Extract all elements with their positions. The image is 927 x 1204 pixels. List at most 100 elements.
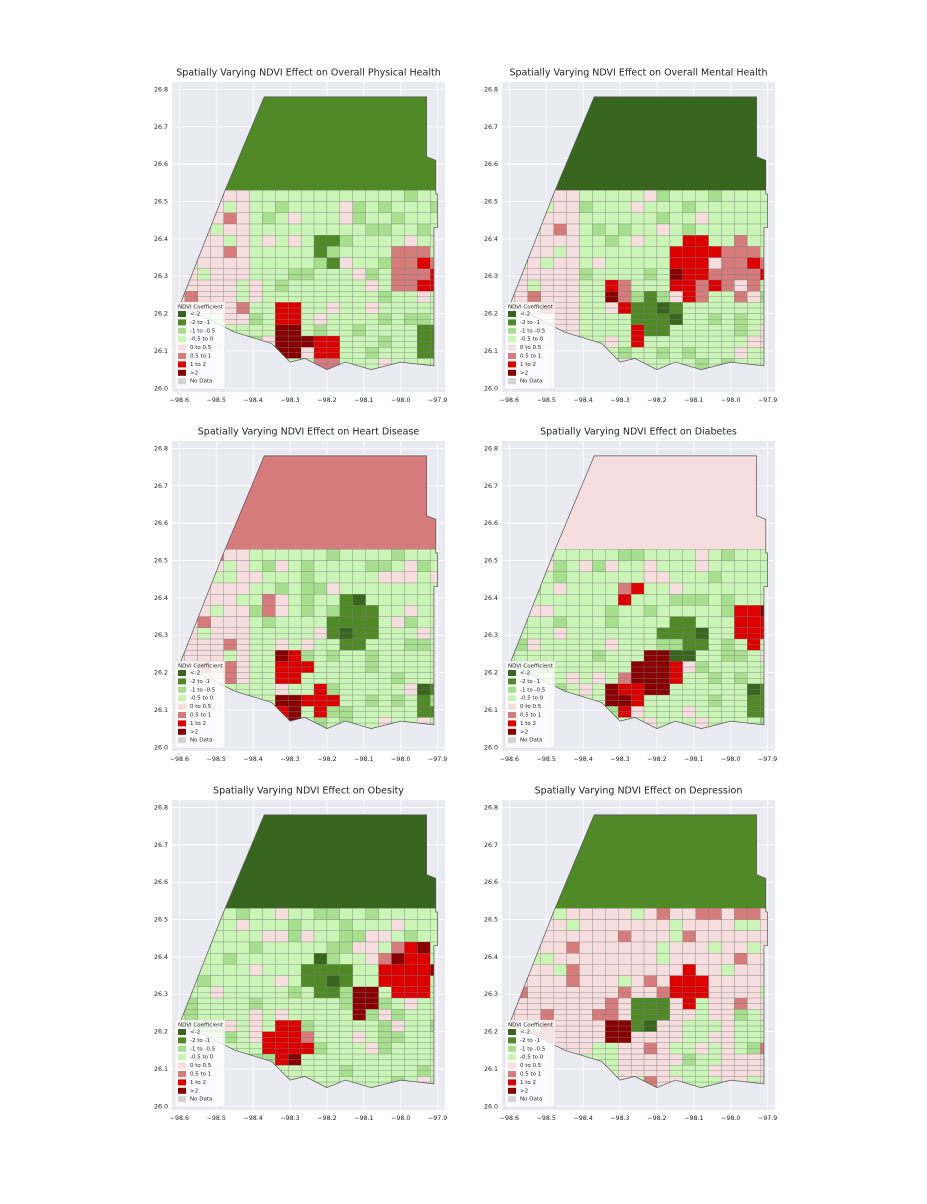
tract xyxy=(262,655,276,662)
y-tick-label: 26.6 xyxy=(154,879,168,886)
tract xyxy=(249,1020,263,1027)
tract xyxy=(553,1014,567,1021)
tract xyxy=(682,347,696,353)
tract xyxy=(747,952,761,965)
tract xyxy=(630,964,645,976)
tract xyxy=(695,986,709,993)
tract xyxy=(313,341,328,348)
tract xyxy=(708,1020,722,1027)
tract xyxy=(579,1042,593,1049)
tract xyxy=(365,627,379,634)
tract xyxy=(773,370,786,376)
tract xyxy=(223,666,237,673)
tract xyxy=(708,700,722,707)
tract xyxy=(656,717,671,724)
x-tick-label: −98.1 xyxy=(684,756,703,763)
tract xyxy=(656,672,671,679)
tract xyxy=(236,279,250,286)
tract xyxy=(708,1048,722,1055)
tract xyxy=(708,302,722,309)
tract xyxy=(747,319,761,325)
y-tick-label: 26.5 xyxy=(154,917,168,924)
tract xyxy=(747,593,761,606)
tract xyxy=(566,1020,580,1027)
tract xyxy=(365,706,379,712)
tract xyxy=(443,572,456,583)
tract xyxy=(695,650,709,656)
tract xyxy=(391,291,405,297)
tract xyxy=(682,919,696,931)
tract xyxy=(773,561,786,572)
legend-label: 1 to 2 xyxy=(520,1080,536,1086)
tract xyxy=(682,666,696,673)
tract xyxy=(630,997,645,1004)
tract xyxy=(579,201,593,213)
tract xyxy=(566,919,580,931)
tract xyxy=(300,571,315,584)
tract xyxy=(695,296,709,303)
tract xyxy=(618,212,632,225)
tract xyxy=(579,644,593,651)
tract xyxy=(326,975,341,987)
tract xyxy=(326,307,341,314)
tract xyxy=(566,997,580,1004)
tract xyxy=(579,908,593,920)
tract xyxy=(236,234,250,247)
tract xyxy=(365,661,379,668)
tract xyxy=(630,952,645,965)
tract xyxy=(313,1009,328,1015)
tract xyxy=(404,234,418,247)
tract xyxy=(747,616,761,628)
y-tick-label: 26.7 xyxy=(154,483,168,490)
legend-label: 0.5 to 1 xyxy=(520,713,541,719)
tract xyxy=(300,706,315,712)
tract xyxy=(404,212,418,225)
tract xyxy=(326,650,341,656)
tract xyxy=(643,549,658,561)
tract xyxy=(300,655,315,662)
tract xyxy=(288,257,302,269)
tract xyxy=(223,633,237,640)
tract xyxy=(605,335,619,342)
tract xyxy=(747,560,761,572)
tract xyxy=(313,655,328,662)
tract xyxy=(275,279,289,286)
tract xyxy=(708,352,722,359)
tract xyxy=(540,627,554,634)
tract xyxy=(540,296,554,303)
tract xyxy=(352,997,366,1004)
tract xyxy=(197,627,211,634)
tract xyxy=(326,302,341,309)
tract xyxy=(236,1003,250,1010)
tract xyxy=(404,352,418,359)
tract xyxy=(553,941,567,954)
tract xyxy=(352,307,366,314)
tract xyxy=(734,313,748,320)
tract xyxy=(643,291,658,297)
tract xyxy=(352,212,366,225)
legend-label: >2 xyxy=(190,1088,198,1094)
tract xyxy=(540,605,554,617)
tract xyxy=(378,1031,392,1038)
tract xyxy=(210,257,224,269)
tract xyxy=(734,694,748,701)
tract xyxy=(236,964,250,976)
tract xyxy=(236,223,250,236)
tract xyxy=(365,1009,379,1015)
tract xyxy=(365,582,379,595)
tract xyxy=(300,341,315,348)
tract xyxy=(540,1003,554,1010)
tract xyxy=(288,650,302,656)
tract xyxy=(443,1076,456,1082)
tract xyxy=(734,941,748,954)
tract xyxy=(443,297,456,303)
tract xyxy=(605,908,619,920)
tract xyxy=(721,616,735,628)
tract xyxy=(262,605,276,617)
tract xyxy=(378,234,392,247)
tract xyxy=(339,1020,353,1027)
tract xyxy=(592,1003,606,1010)
tract xyxy=(669,992,683,999)
tract xyxy=(656,1053,671,1060)
tract xyxy=(669,1065,683,1071)
